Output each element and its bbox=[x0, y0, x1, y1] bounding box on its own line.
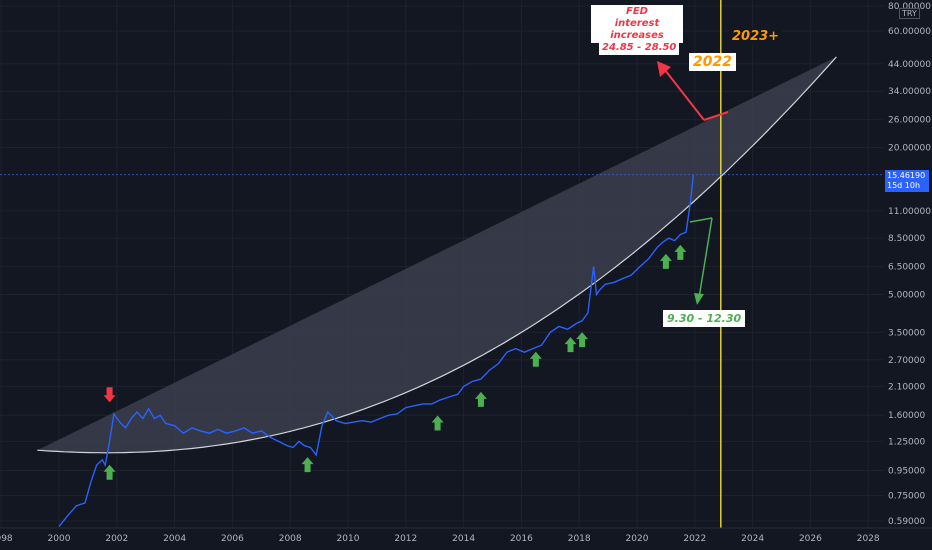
lower-range-annotation[interactable]: 9.30 - 12.30 bbox=[663, 310, 746, 327]
y-tick-label: 5.00000 bbox=[888, 290, 925, 300]
y-tick-label: 20.00000 bbox=[888, 143, 931, 153]
buy-signal-arrow bbox=[103, 464, 116, 480]
y-tick-label: 0.59000 bbox=[888, 517, 925, 527]
lower-range-arrow-head bbox=[694, 293, 704, 305]
y-axis: 80.00000 60.00000 44.00000 34.00000 26.00000… bbox=[888, 2, 931, 527]
buy-signal-arrow bbox=[431, 415, 444, 431]
fed-arrow-tail bbox=[703, 111, 729, 121]
x-tick-label: 2026 bbox=[799, 534, 822, 544]
y-tick-label: 2.10000 bbox=[888, 382, 925, 392]
current-price-value: 15.46190 bbox=[887, 171, 926, 180]
y-tick-label: 80.00000 bbox=[888, 2, 931, 12]
year-2022-annotation[interactable]: 2022 bbox=[689, 53, 736, 71]
y-tick-label: 8.50000 bbox=[888, 234, 925, 244]
buy-signal-arrow bbox=[529, 351, 542, 367]
y-tick-label: 1.60000 bbox=[888, 411, 925, 421]
x-tick-label: 2020 bbox=[626, 534, 649, 544]
fed-range-annotation[interactable]: 24.85 - 28.50 bbox=[599, 40, 680, 55]
buy-signal-arrow bbox=[659, 253, 672, 269]
fed-arrow bbox=[664, 69, 705, 121]
y-tick-label: 3.50000 bbox=[888, 328, 925, 338]
x-tick-label: 1998 bbox=[0, 534, 13, 544]
x-tick-label: 2024 bbox=[741, 534, 764, 544]
y-tick-label: 34.00000 bbox=[888, 87, 931, 97]
y-tick-label: 0.75000 bbox=[888, 492, 925, 502]
lower-range-arrow-tail bbox=[689, 217, 713, 223]
x-tick-label: 2008 bbox=[279, 534, 302, 544]
x-tick-label: 2016 bbox=[510, 534, 533, 544]
current-price-countdown: 15d 10h bbox=[887, 181, 921, 190]
y-tick-label: 0.95000 bbox=[888, 467, 925, 477]
x-tick-label: 2022 bbox=[683, 534, 706, 544]
y-tick-label: 2.70000 bbox=[888, 356, 925, 366]
year-2023-annotation[interactable]: 2023+ bbox=[729, 28, 783, 45]
current-price-label: 15.46190 15d 10h bbox=[885, 170, 929, 192]
y-tick-label: 26.00000 bbox=[888, 116, 931, 126]
price-line bbox=[58, 174, 695, 527]
y-tick-label: 44.00000 bbox=[888, 60, 931, 70]
x-tick-label: 2010 bbox=[337, 534, 360, 544]
y-tick-label: 1.25000 bbox=[888, 437, 925, 447]
fed-title-line2: interest increases bbox=[610, 18, 664, 41]
price-channel bbox=[37, 56, 837, 453]
buy-signal-arrow bbox=[301, 457, 314, 473]
x-tick-label: 2012 bbox=[394, 534, 417, 544]
x-tick-label: 2014 bbox=[452, 534, 475, 544]
fed-annotation[interactable]: FED interest increases bbox=[591, 5, 683, 43]
x-axis: 1998 2000 2002 2004 2006 2008 2010 2012 2014 2016… bbox=[0, 527, 932, 544]
currency-badge[interactable]: TRY bbox=[899, 8, 920, 19]
x-tick-label: 2018 bbox=[568, 534, 591, 544]
y-tick-label: 11.00000 bbox=[888, 207, 931, 217]
fed-arrow-head bbox=[657, 61, 671, 77]
y-tick-label: 60.00000 bbox=[888, 27, 931, 37]
x-tick-label: 2028 bbox=[857, 534, 880, 544]
buy-signal-arrow bbox=[474, 391, 487, 407]
sell-signal-arrow bbox=[103, 387, 116, 403]
fed-title-line1: FED bbox=[626, 6, 648, 17]
y-tick-label: 6.50000 bbox=[888, 263, 925, 273]
x-tick-label: 2006 bbox=[221, 534, 244, 544]
x-tick-label: 2004 bbox=[163, 534, 186, 544]
buy-signal-arrow bbox=[564, 337, 577, 353]
buy-signal-arrow bbox=[576, 332, 589, 348]
channel-lower-curve bbox=[37, 56, 837, 454]
x-tick-label: 2002 bbox=[105, 534, 128, 544]
markers bbox=[103, 244, 687, 480]
x-tick-label: 2000 bbox=[48, 534, 71, 544]
lower-range-arrow bbox=[698, 217, 713, 299]
buy-signal-arrow bbox=[674, 244, 687, 260]
